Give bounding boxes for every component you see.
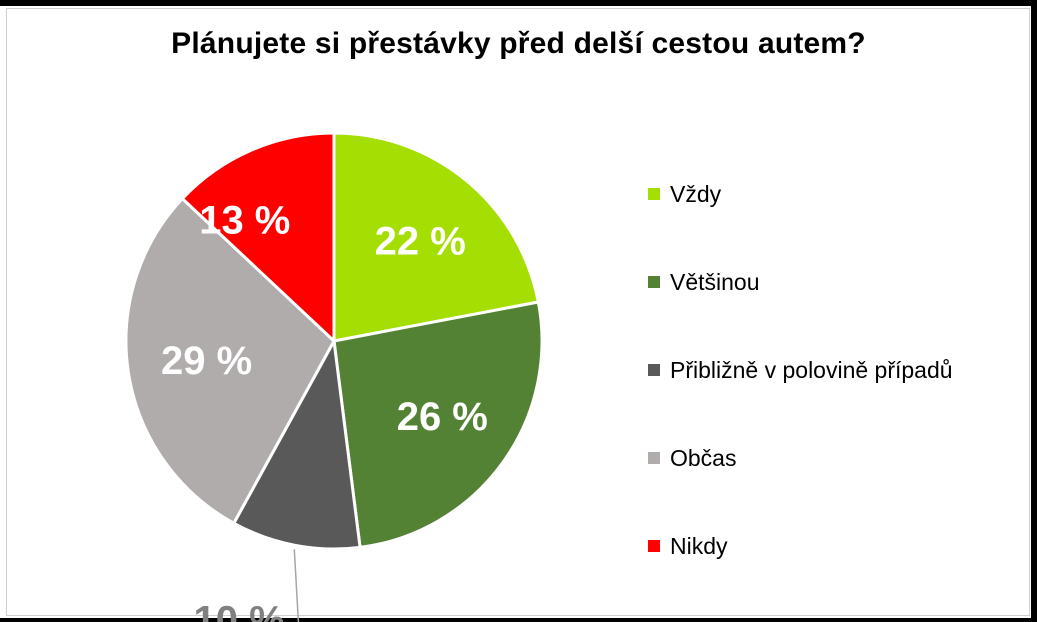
legend-item-3: Přibližně v polovině případů — [648, 326, 953, 414]
data-label-2: 26 % — [397, 395, 488, 439]
pie-slice-2 — [332, 300, 544, 549]
legend-label: Nikdy — [670, 532, 728, 559]
legend-item-2: Většinou — [648, 238, 953, 326]
chart-title: Plánujete si přestávky před delší cestou… — [171, 27, 866, 60]
pie-slice-1 — [332, 131, 540, 343]
leader-line-3 — [293, 549, 300, 622]
legend-label: Většinou — [670, 268, 760, 295]
legend-label: Občas — [670, 444, 737, 471]
legend-swatch — [648, 540, 660, 552]
legend-item-5: Nikdy — [648, 502, 953, 590]
data-label-1: 22 % — [375, 220, 466, 264]
pie-data-labels: 22 % 26 % 10 % 29 % 13 % — [161, 199, 488, 622]
legend-label: Přibližně v polovině případů — [670, 356, 953, 383]
legend-swatch — [648, 276, 660, 288]
data-label-4: 29 % — [161, 339, 252, 383]
legend-label: Vždy — [670, 180, 722, 207]
legend-item-1: Vždy — [648, 150, 953, 238]
legend-item-4: Občas — [648, 414, 953, 502]
legend-swatch — [648, 452, 660, 464]
pie-slices — [124, 131, 544, 551]
data-label-3: 10 % — [194, 599, 285, 622]
legend-swatch — [648, 364, 660, 376]
data-label-5: 13 % — [199, 199, 290, 243]
chart-legend: Vždy Většinou Přibližně v polovině případů… — [648, 150, 953, 590]
legend-swatch — [648, 188, 660, 200]
pie-slice-4 — [124, 197, 336, 525]
screen-edge-top — [0, 0, 1037, 6]
screen-edge-bottom — [0, 618, 1037, 622]
pie-slice-5 — [180, 131, 336, 343]
screen-edge-right — [1031, 0, 1037, 622]
pie-slice-3 — [232, 339, 362, 551]
